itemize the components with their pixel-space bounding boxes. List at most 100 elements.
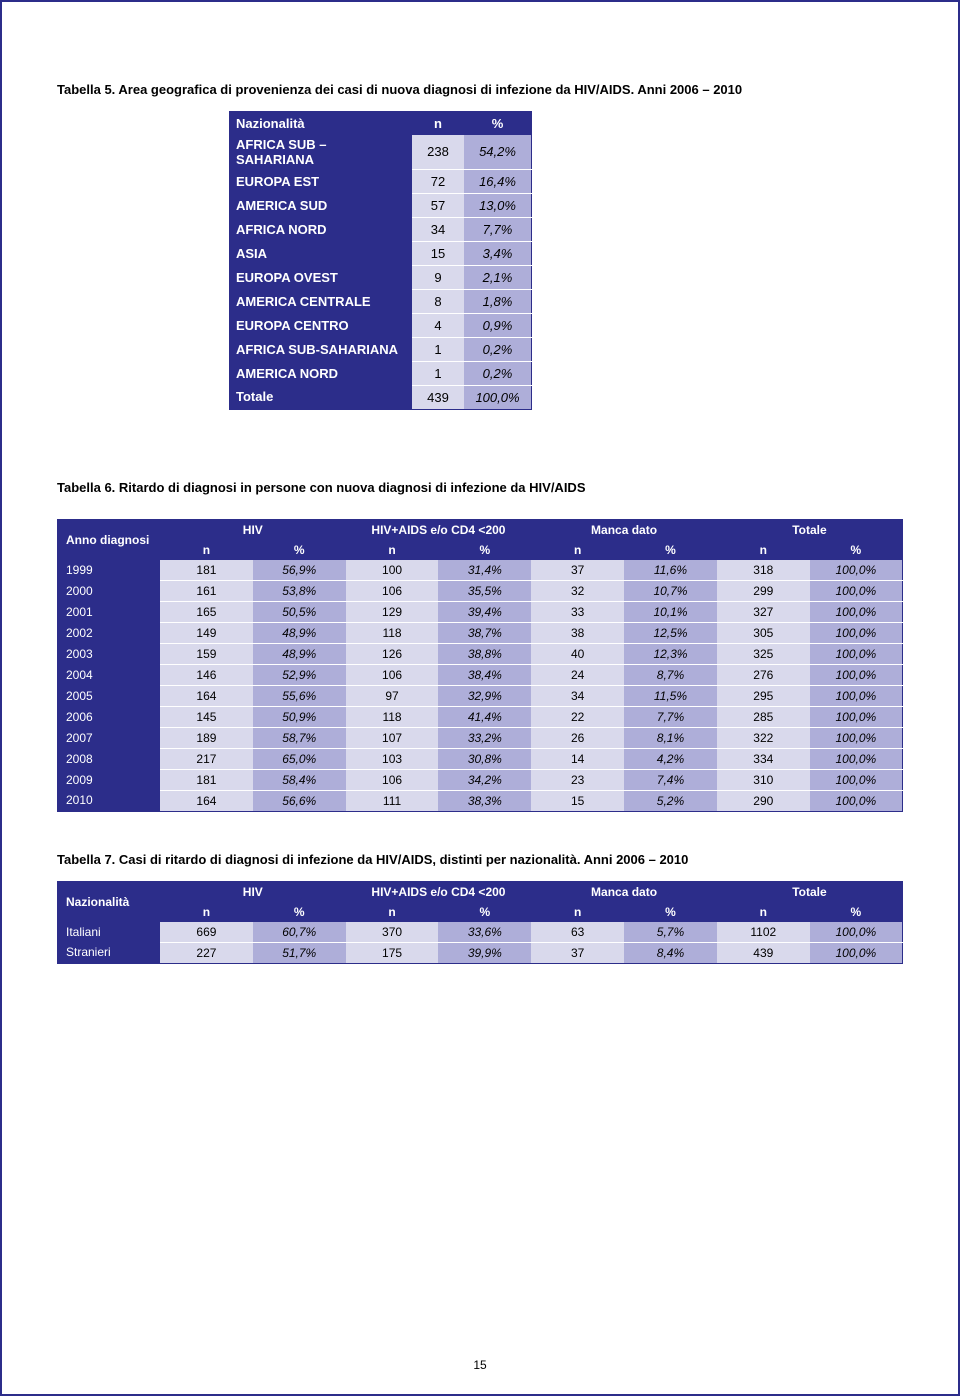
table6-cell: 35,5% [438,580,531,601]
table7-caption: Tabella 7. Casi di ritardo di diagnosi d… [57,852,903,867]
table5-row-n: 34 [412,217,464,241]
table5-row-pct: 16,4% [464,169,532,193]
table6-cell: 97 [346,685,439,706]
table6-cell: 48,9% [253,643,346,664]
table6-subheader: % [253,540,346,560]
table6-row-year: 2005 [58,685,161,706]
table6-cell: 50,9% [253,706,346,727]
table5-row-label: AFRICA NORD [230,217,413,241]
table5-row-label: AMERICA NORD [230,361,413,385]
table5-row-n: 4 [412,313,464,337]
page-number: 15 [2,1358,958,1372]
table6-cell: 145 [160,706,253,727]
table6-cell: 30,8% [438,748,531,769]
page: Tabella 5. Area geografica di provenienz… [0,0,960,1396]
table6-cell: 34 [531,685,624,706]
table6-cell: 100,0% [810,601,903,622]
table6-subheader: n [717,540,810,560]
table5-row-pct: 13,0% [464,193,532,217]
table7-cell: 100,0% [810,922,903,943]
table6-group-3: Totale [717,519,903,540]
table6-cell: 34,2% [438,769,531,790]
table7-cell: 175 [346,942,439,963]
table5-row-pct: 7,7% [464,217,532,241]
table6-cell: 111 [346,790,439,811]
table6-cell: 65,0% [253,748,346,769]
table7-subheader: n [531,902,624,922]
table6-caption: Tabella 6. Ritardo di diagnosi in person… [57,480,903,495]
table6-cell: 8,1% [624,727,717,748]
table6-cell: 41,4% [438,706,531,727]
table5-row-n: 238 [412,135,464,169]
table5-row: AFRICA SUB – SAHARIANA23854,2% [230,135,532,169]
table6-row: 200718958,7%10733,2%268,1%322100,0% [58,727,903,748]
table6-cell: 149 [160,622,253,643]
table7-row: Stranieri22751,7%17539,9%378,4%439100,0% [58,942,903,963]
table6-cell: 14 [531,748,624,769]
table6-cell: 55,6% [253,685,346,706]
table5-row: ASIA153,4% [230,241,532,265]
table6-cell: 100,0% [810,748,903,769]
table7-cell: 33,6% [438,922,531,943]
table6-cell: 106 [346,580,439,601]
table6-cell: 8,7% [624,664,717,685]
table6-group-1: HIV+AIDS e/o CD4 <200 [346,519,532,540]
table6-cell: 38,4% [438,664,531,685]
table7-cell: 5,7% [624,922,717,943]
table6-cell: 189 [160,727,253,748]
table6-cell: 100,0% [810,622,903,643]
table6-cell: 126 [346,643,439,664]
table6-row-year: 2000 [58,580,161,601]
table5-row: EUROPA CENTRO40,9% [230,313,532,337]
table7-cell: 370 [346,922,439,943]
table5-row: EUROPA EST7216,4% [230,169,532,193]
table6-row: 200214948,9%11838,7%3812,5%305100,0% [58,622,903,643]
table5-row-label: EUROPA OVEST [230,265,413,289]
table7-subheader: n [160,902,253,922]
table6-cell: 118 [346,622,439,643]
table6-row: 200821765,0%10330,8%144,2%334100,0% [58,748,903,769]
table5-row-label: AFRICA SUB – SAHARIANA [230,135,413,169]
table6-cell: 32 [531,580,624,601]
table6-cell: 325 [717,643,810,664]
table5-row: AFRICA SUB-SAHARIANA10,2% [230,337,532,361]
table7-cell: 63 [531,922,624,943]
table5-row-pct: 100,0% [464,385,532,409]
table7-subheader: % [810,902,903,922]
table6-row-year: 2006 [58,706,161,727]
table6-cell: 100,0% [810,790,903,811]
table5-header-label: Nazionalità [230,112,413,136]
table6-corner: Anno diagnosi [58,519,161,560]
table7-row-label: Stranieri [58,942,161,963]
table6-row: 200016153,8%10635,5%3210,7%299100,0% [58,580,903,601]
table6-cell: 295 [717,685,810,706]
table6-cell: 22 [531,706,624,727]
table6-cell: 39,4% [438,601,531,622]
table6-row: 200315948,9%12638,8%4012,3%325100,0% [58,643,903,664]
table6-cell: 217 [160,748,253,769]
table6-cell: 26 [531,727,624,748]
table6-row: 200918158,4%10634,2%237,4%310100,0% [58,769,903,790]
table6-cell: 100,0% [810,685,903,706]
table6-row-year: 2008 [58,748,161,769]
table5-row: AMERICA CENTRALE81,8% [230,289,532,313]
table6-subheader: % [438,540,531,560]
table7-subheader: n [717,902,810,922]
table5-row-n: 9 [412,265,464,289]
table7-cell: 39,9% [438,942,531,963]
table6-cell: 58,4% [253,769,346,790]
table6-cell: 32,9% [438,685,531,706]
table5-header-n: n [412,112,464,136]
table6-cell: 38,3% [438,790,531,811]
table6-cell: 33,2% [438,727,531,748]
table5-row-pct: 3,4% [464,241,532,265]
table6-subheader: n [160,540,253,560]
table7-cell: 60,7% [253,922,346,943]
table6-cell: 48,9% [253,622,346,643]
table6-cell: 334 [717,748,810,769]
table6-cell: 290 [717,790,810,811]
table6-cell: 7,7% [624,706,717,727]
table5-row-label: AFRICA SUB-SAHARIANA [230,337,413,361]
table5-row-n: 8 [412,289,464,313]
table6-cell: 100,0% [810,664,903,685]
